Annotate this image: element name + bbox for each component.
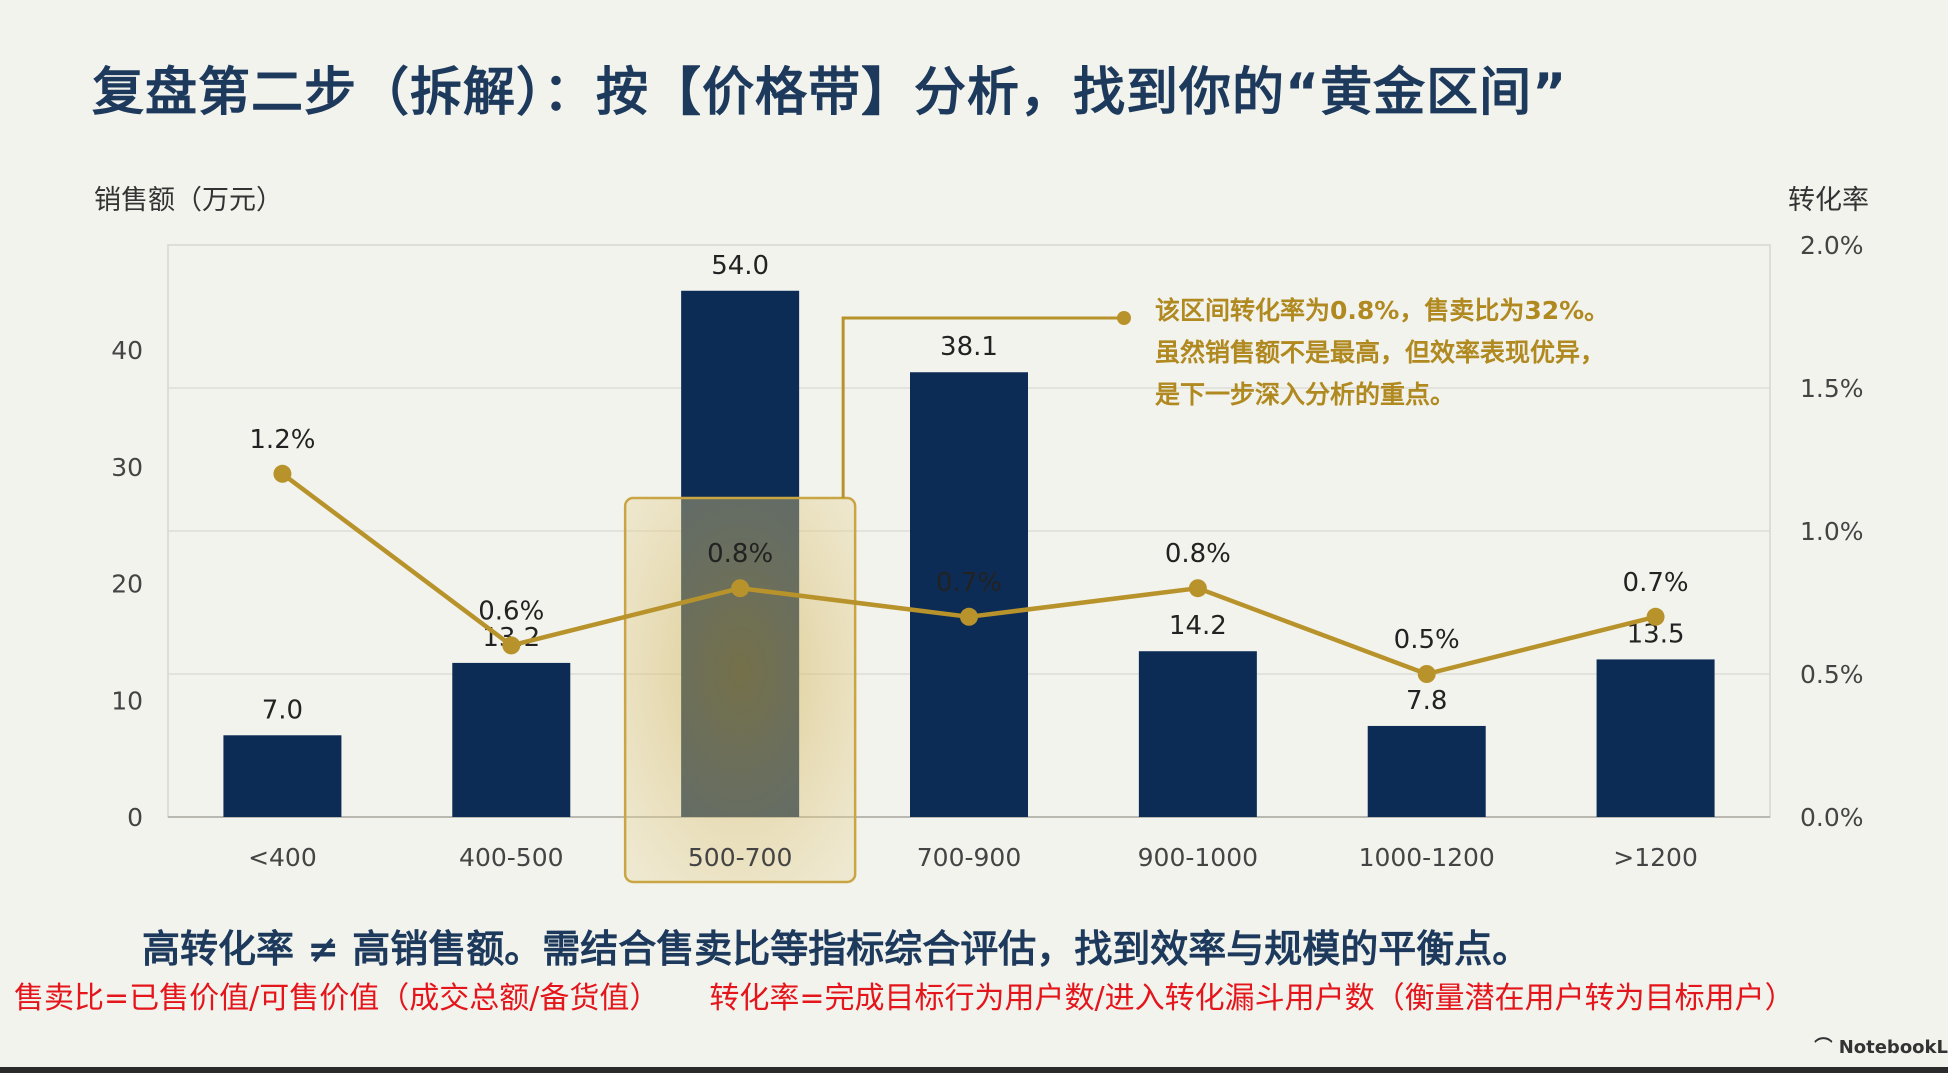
annotation-line-3: 是下一步深入分析的重点。 — [1155, 380, 1456, 409]
bar-value-label: 54.0 — [711, 251, 769, 281]
callout-dot — [1117, 311, 1131, 325]
bar — [1138, 651, 1257, 817]
annotation-line-2: 虽然销售额不是最高，但效率表现优异， — [1155, 338, 1606, 367]
category-label: 900-1000 — [1138, 843, 1258, 872]
bar — [452, 662, 571, 817]
right-axis-title: 转化率 — [1788, 185, 1869, 216]
bar — [910, 372, 1028, 817]
bar-value-label: 7.8 — [1406, 686, 1447, 716]
right-tick-label: 0.0% — [1800, 803, 1864, 832]
left-tick-label: 0 — [127, 803, 143, 832]
brand-icon: ⌒ — [1814, 1037, 1839, 1058]
conversion-value-label: 0.5% — [1394, 625, 1460, 655]
bar — [1367, 725, 1486, 817]
callout-connector — [841, 316, 1123, 498]
conversion-value-label: 0.7% — [1623, 568, 1689, 598]
annotation-callout: 该区间转化率为0.8%，售卖比为32%。 虽然销售额不是最高，但效率表现优异， … — [1155, 290, 1609, 416]
chart: 0102030400.0%0.5%1.0%1.5%2.0%7.013.254.0… — [111, 231, 1864, 884]
conversion-value-label: 0.7% — [936, 568, 1002, 598]
conversion-value-label: 0.8% — [1165, 539, 1231, 569]
bar-value-label: 7.0 — [262, 695, 303, 725]
conversion-value-label: 1.2% — [249, 425, 315, 455]
left-tick-label: 20 — [111, 570, 143, 599]
conversion-point — [1646, 607, 1665, 626]
right-tick-label: 0.5% — [1800, 660, 1864, 689]
category-label: 500-700 — [688, 843, 792, 872]
conversion-point — [502, 636, 521, 655]
conversion-point — [731, 579, 750, 598]
left-axis-title: 销售额（万元） — [94, 185, 283, 216]
category-label: 1000-1200 — [1359, 843, 1495, 872]
annotation-line-1: 该区间转化率为0.8%，售卖比为32%。 — [1155, 296, 1610, 325]
right-tick-label: 2.0% — [1800, 231, 1864, 260]
bar — [1596, 659, 1715, 817]
note-sell-through: 售卖比=已售价值/可售价值（成交总额/备货值） — [14, 981, 660, 1016]
bar-value-label: 14.2 — [1169, 611, 1227, 641]
category-label: 400-500 — [459, 843, 563, 872]
bar-value-label: 38.1 — [940, 332, 998, 362]
left-tick-label: 10 — [111, 686, 143, 715]
category-label: 700-900 — [917, 843, 1021, 872]
conversion-point — [1188, 579, 1207, 598]
brand-watermark: ⌒ NotebookL — [1814, 1033, 1948, 1059]
right-tick-label: 1.0% — [1800, 517, 1864, 546]
conversion-value-label: 0.8% — [707, 539, 773, 569]
bottom-bar — [0, 1067, 1948, 1073]
conversion-value-label: 0.6% — [478, 596, 544, 626]
conclusion-text: 高转化率 ≠ 高销售额。需结合售卖比等指标综合评估，找到效率与规模的平衡点。 — [142, 927, 1531, 971]
conversion-point — [1417, 665, 1436, 683]
left-tick-label: 30 — [111, 453, 143, 482]
note-conversion: 转化率=完成目标行为用户数/进入转化漏斗用户数（衡量潜在用户转为目标用户） — [709, 981, 1795, 1016]
page-title: 复盘第二步（拆解）：按【价格带】分析，找到你的“黄金区间” — [92, 63, 1568, 123]
conversion-point — [273, 464, 292, 483]
category-label: <400 — [248, 843, 317, 872]
definition-note: 售卖比=已售价值/可售价值（成交总额/备货值） 转化率=完成目标行为用户数/进入转… — [14, 978, 1934, 1020]
left-tick-label: 40 — [111, 336, 143, 365]
right-tick-label: 1.5% — [1800, 374, 1864, 403]
category-label: >1200 — [1613, 843, 1698, 872]
brand-text: NotebookL — [1838, 1037, 1948, 1058]
bar — [223, 735, 342, 817]
conversion-point — [960, 607, 978, 626]
